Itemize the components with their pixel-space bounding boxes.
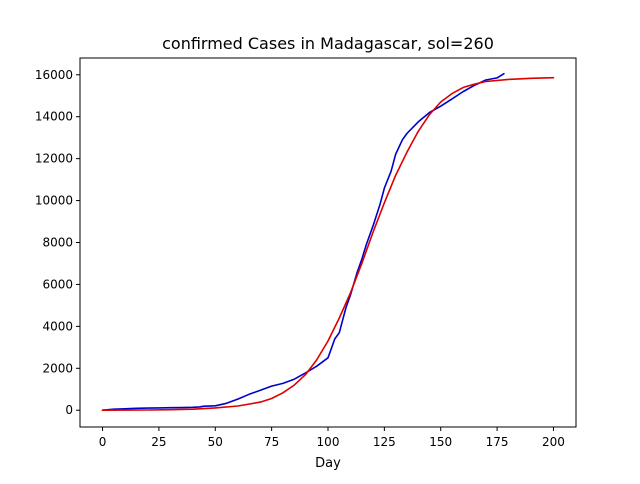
- series-line-1: [101, 76, 555, 412]
- plot-lines: [101, 72, 555, 412]
- y-ticks: 0 2000 4000 6000 8000 10000 12000 14000 16000: [35, 68, 80, 417]
- y-tick-label: 0: [65, 403, 73, 417]
- x-axis-label: Day: [315, 456, 341, 471]
- y-tick-label: 16000: [35, 68, 73, 82]
- chart-title: confirmed Cases in Madagascar, sol=260: [162, 34, 494, 53]
- x-tick-label: 75: [264, 435, 279, 449]
- x-tick-label: 0: [99, 435, 107, 449]
- x-tick-label: 50: [208, 435, 223, 449]
- y-tick-label: 8000: [42, 236, 73, 250]
- axes-frame: [79, 57, 577, 428]
- x-tick-label: 125: [373, 435, 396, 449]
- y-tick-label: 10000: [35, 194, 73, 208]
- x-tick-label: 25: [151, 435, 166, 449]
- x-tick-label: 175: [486, 435, 509, 449]
- y-tick-label: 2000: [42, 361, 73, 375]
- y-tick-label: 14000: [35, 110, 73, 124]
- series-line-0: [101, 72, 505, 412]
- x-tick-label: 200: [542, 435, 565, 449]
- x-tick-label: 150: [429, 435, 452, 449]
- y-tick-label: 12000: [35, 152, 73, 166]
- x-ticks: 0 25 50 75 100 125 150 175 200: [99, 427, 565, 449]
- y-tick-label: 4000: [42, 319, 73, 333]
- x-tick-label: 100: [317, 435, 340, 449]
- y-tick-label: 6000: [42, 277, 73, 291]
